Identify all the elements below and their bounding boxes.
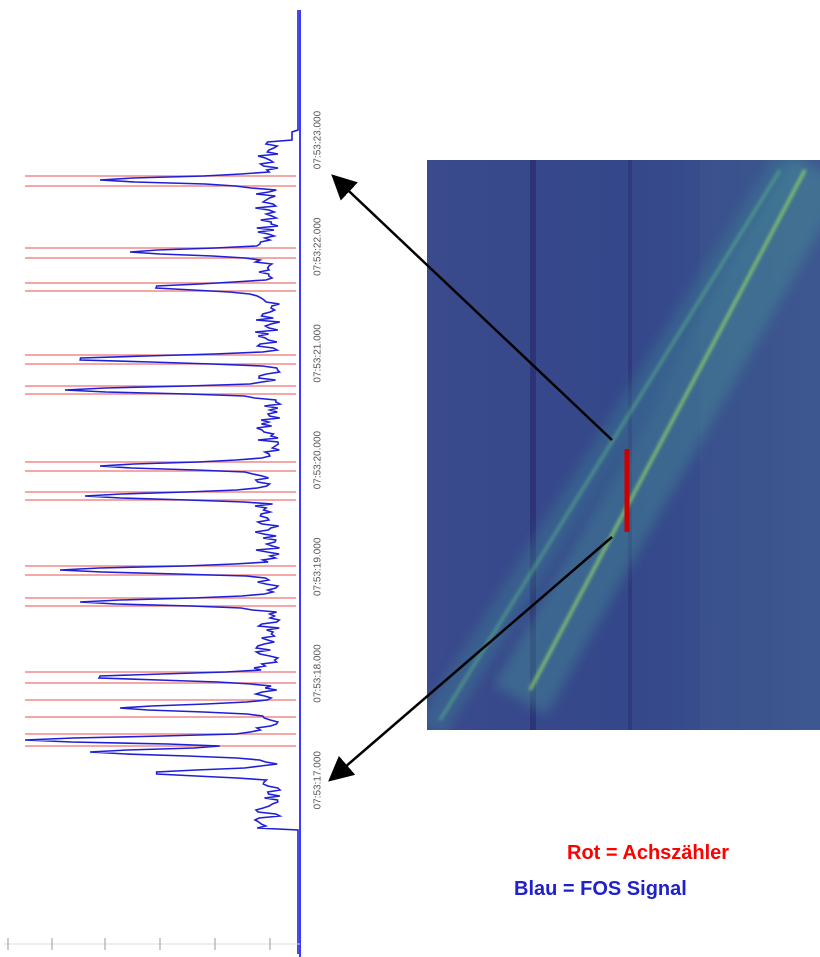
fos-signal — [24, 10, 299, 954]
time-label: 07:53:19.000 — [313, 537, 324, 596]
arrow — [331, 174, 613, 441]
time-label: 07:53:22.000 — [313, 217, 324, 276]
legend-red: Rot = Achszähler — [567, 842, 729, 864]
signal-plot: 07:53:23.000 07:53:22.000 07:53:21.000 07:5… — [4, 10, 324, 957]
time-label: 07:53:20.000 — [313, 430, 324, 489]
time-label: 07:53:17.000 — [313, 751, 324, 810]
arrow — [328, 536, 613, 782]
time-label: 07:53:23.000 — [313, 110, 324, 169]
legend-blue: Blau = FOS Signal — [514, 878, 687, 900]
time-label: 07:53:21.000 — [313, 324, 324, 383]
bottom-ticks — [7, 938, 271, 950]
waterfall-image — [427, 160, 820, 730]
time-label: 07:53:18.000 — [313, 644, 324, 703]
time-labels: 07:53:23.000 07:53:22.000 07:53:21.000 07:5… — [313, 110, 324, 809]
